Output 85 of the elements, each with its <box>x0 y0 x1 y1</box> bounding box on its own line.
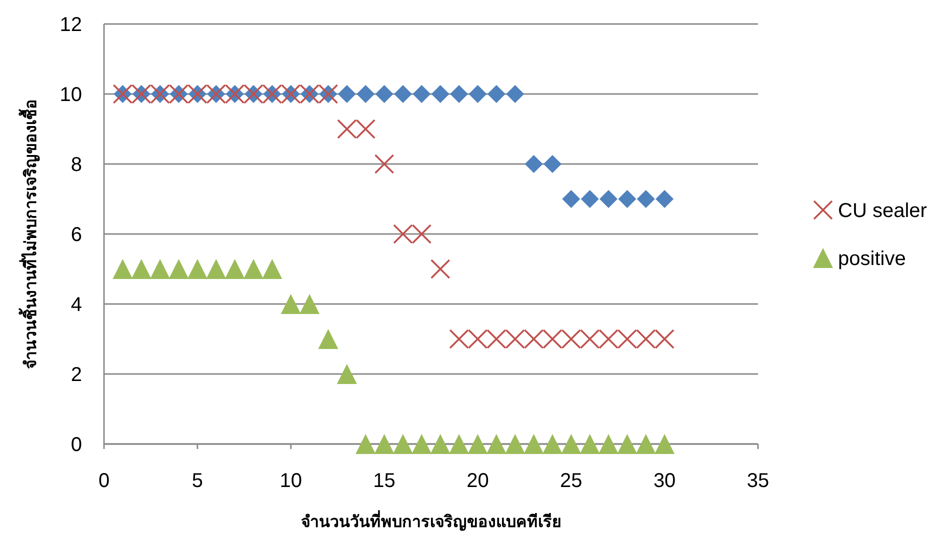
y-tick-label: 12 <box>60 14 82 36</box>
y-tick-label: 10 <box>60 84 82 106</box>
point <box>280 294 301 314</box>
point <box>150 259 170 279</box>
point <box>449 329 469 349</box>
legend-label: CU sealer <box>838 200 928 222</box>
point <box>431 85 450 103</box>
point <box>430 259 450 279</box>
point <box>356 85 375 103</box>
point <box>412 224 432 244</box>
point <box>224 259 245 279</box>
point <box>374 154 394 174</box>
point <box>636 329 656 349</box>
point <box>393 224 413 244</box>
y-tick-label: 4 <box>70 294 82 316</box>
point <box>450 85 468 103</box>
y-tick-label: 8 <box>70 154 82 176</box>
x-axis-title: จำนวนวันที่พบการเจริญของแบคทีเรีย <box>301 510 561 532</box>
point <box>187 259 208 279</box>
y-axis-title: จำนวนชิ้นงานที่ไม่พบการเจริญของเชื้อ <box>18 99 41 369</box>
point <box>580 329 600 349</box>
point <box>598 434 619 454</box>
point <box>206 259 226 279</box>
point <box>486 329 506 349</box>
x-tick-label: 15 <box>373 470 396 492</box>
point <box>562 190 580 208</box>
x-tick-label: 35 <box>746 470 770 492</box>
point <box>505 329 525 349</box>
point <box>542 329 562 349</box>
point <box>412 85 431 103</box>
point <box>338 85 356 103</box>
point <box>598 329 618 349</box>
point <box>600 190 618 208</box>
point <box>168 259 189 279</box>
point <box>300 294 320 314</box>
point <box>656 190 674 208</box>
y-tick-label: 6 <box>70 224 82 246</box>
point <box>262 259 282 279</box>
point <box>318 329 338 349</box>
point <box>487 85 506 103</box>
point <box>430 434 450 454</box>
point <box>392 434 413 454</box>
point <box>617 329 638 349</box>
point <box>505 434 526 454</box>
x-tick-label: 10 <box>280 470 302 492</box>
x-tick-label: 5 <box>192 470 203 492</box>
legend-label: positive <box>838 248 906 270</box>
point <box>636 190 655 208</box>
point <box>337 119 357 139</box>
x-tick-label: 30 <box>653 470 676 492</box>
point <box>468 329 488 349</box>
x-tick-label: 0 <box>98 470 110 492</box>
point <box>394 85 412 103</box>
point <box>486 434 506 454</box>
point <box>112 259 133 279</box>
point <box>131 259 152 279</box>
x-tick-label: 20 <box>466 470 489 492</box>
point <box>580 434 600 454</box>
point <box>654 434 675 454</box>
point <box>561 329 582 349</box>
point <box>412 434 432 454</box>
point <box>561 434 582 454</box>
point <box>524 155 543 173</box>
y-tick-label: 0 <box>70 434 82 456</box>
point <box>506 85 524 103</box>
point <box>543 155 562 173</box>
point <box>468 434 488 454</box>
point <box>449 434 470 454</box>
x-tick-label: 25 <box>560 470 582 492</box>
point <box>542 434 562 454</box>
point <box>374 434 394 454</box>
point <box>524 434 544 454</box>
point <box>468 85 487 103</box>
point <box>636 434 656 454</box>
point <box>336 364 357 384</box>
point <box>618 190 636 208</box>
point <box>243 259 264 279</box>
point <box>617 434 638 454</box>
y-tick-label: 2 <box>70 364 82 386</box>
point <box>580 190 599 208</box>
point <box>524 329 544 349</box>
point <box>356 434 376 454</box>
point <box>356 119 376 139</box>
point <box>375 85 394 103</box>
point <box>654 329 674 349</box>
